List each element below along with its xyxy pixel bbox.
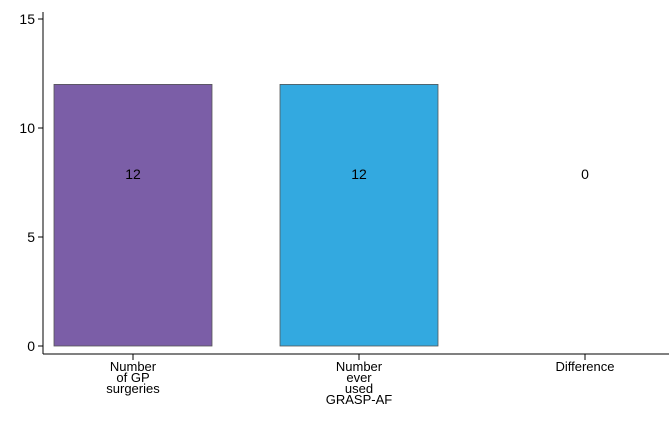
axes: 0 5 10 15 Number of GP surgeries Number ever used… (19, 11, 669, 407)
data-label: 12 (125, 166, 141, 182)
bars (53, 84, 439, 347)
x-tick-label: Difference (555, 359, 614, 374)
y-tick-label: 10 (19, 120, 35, 136)
y-tick-label: 15 (19, 11, 35, 27)
y-tick-label: 0 (27, 338, 35, 354)
bar (53, 84, 213, 347)
data-labels: 12 12 0 (125, 166, 589, 182)
data-label: 0 (581, 166, 589, 182)
y-tick-label: 5 (27, 229, 35, 245)
data-label: 12 (351, 166, 367, 182)
bar (279, 84, 439, 347)
x-tick-label: Number of GP surgeries (106, 359, 160, 396)
x-tick-label: Number ever used GRASP-AF (326, 359, 393, 407)
